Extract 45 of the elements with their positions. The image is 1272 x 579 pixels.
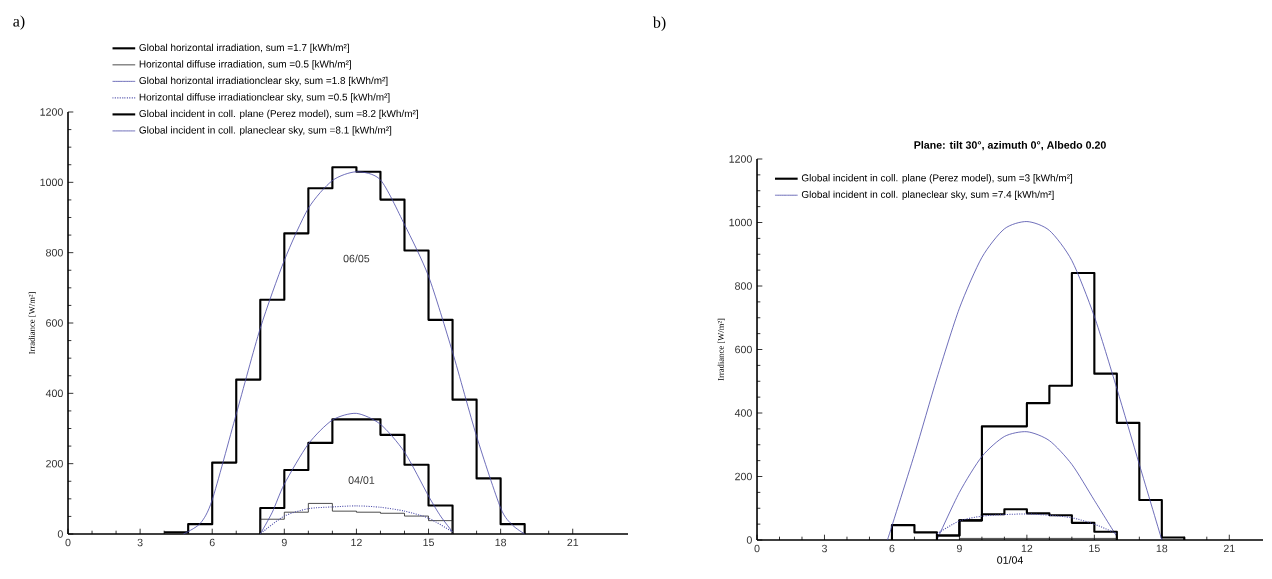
text: b) xyxy=(652,16,666,32)
y-tick-label: 200 xyxy=(46,459,63,468)
x-tick-label: 15 xyxy=(423,538,434,547)
y-tick-label: 1000 xyxy=(729,218,752,227)
x-axis-title: 01/04 xyxy=(997,556,1024,564)
x-tick-label: 18 xyxy=(1156,544,1168,553)
annotation: 06/05 xyxy=(343,254,370,263)
legend-label: Global incident in coll. planeclear sky, sum =7.4 [kWh/m²] xyxy=(801,190,1054,200)
y-tick-label: 0 xyxy=(57,530,63,538)
y-axis-title: Irradiance [W/m²] xyxy=(28,292,36,355)
x-tick-label: 6 xyxy=(209,538,215,547)
x-tick-label: 6 xyxy=(889,544,895,553)
x-tick-label: 0 xyxy=(754,544,760,553)
legend-label: Global incident in coll. plane (Perez model), sum =8.2 [kWh/m²] xyxy=(139,109,418,120)
y-tick-label: 1000 xyxy=(40,178,63,187)
y-tick-label: 800 xyxy=(46,248,63,257)
x-tick-label: 9 xyxy=(956,544,962,553)
y-tick-label: 600 xyxy=(735,345,752,354)
text: a) xyxy=(13,15,25,30)
x-tick-label: 0 xyxy=(65,538,71,547)
y-tick-label: 600 xyxy=(46,319,63,327)
x-tick-label: 21 xyxy=(1223,544,1235,553)
y-tick-label: 1200 xyxy=(729,155,752,163)
y-tick-label: 800 xyxy=(735,282,752,290)
y-axis-title: Irradiance [W/m²] xyxy=(717,318,725,381)
legend-label: Global incident in coll. plane (Perez model), sum =3 [kWh/m²] xyxy=(801,174,1073,184)
y-tick-label: 200 xyxy=(735,472,752,481)
chart-title: Plane: tilt 30°, azimuth 0°, Albedo 0.20 xyxy=(914,140,1106,151)
x-tick-label: 3 xyxy=(137,538,143,547)
y-tick-label: 400 xyxy=(45,389,63,398)
y-tick-label: 400 xyxy=(734,409,752,417)
x-tick-label: 15 xyxy=(1089,544,1100,553)
y-tick-label: 1200 xyxy=(40,108,63,116)
legend-label: Global horizontal irradiationclear sky, sum =1.8 [kWh/m²] xyxy=(139,76,388,87)
x-tick-label: 12 xyxy=(1021,544,1033,553)
legend-label: Horizontal diffuse irradiation, sum =0.5 [kWh/m²] xyxy=(139,60,351,70)
x-tick-label: 18 xyxy=(495,538,507,547)
legend-label: Horizontal diffuse irradiationclear sky, sum =0.5 [kWh/m²] xyxy=(139,93,390,103)
x-tick-label: 3 xyxy=(821,544,827,553)
x-tick-label: 9 xyxy=(281,538,287,547)
annotation: 04/01 xyxy=(348,476,375,484)
x-tick-label: 12 xyxy=(351,538,362,547)
x-tick-label: 21 xyxy=(567,538,579,547)
legend-label: Global horizontal irradiation, sum =1.7 [kWh/m²] xyxy=(139,43,349,54)
legend-label: Global incident in coll. planeclear sky, sum =8.1 [kWh/m²] xyxy=(139,126,392,136)
